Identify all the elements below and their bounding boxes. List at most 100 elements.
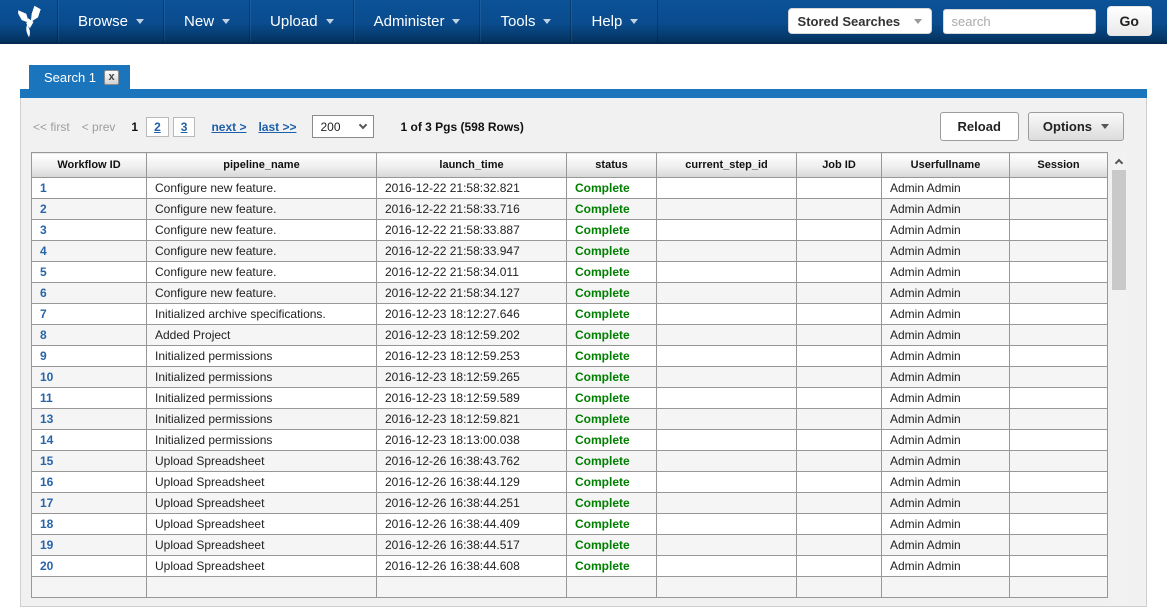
- cell-workflow_id[interactable]: 4: [31, 240, 147, 262]
- pager-page-2[interactable]: 2: [146, 116, 169, 137]
- tab-search-1[interactable]: Search 1 x: [29, 65, 131, 89]
- table-row[interactable]: 9 Initialized permissions 2016-12-23 18:12…: [31, 345, 1108, 367]
- cell-job_id: [796, 534, 882, 556]
- cell-workflow_id[interactable]: 14: [31, 429, 147, 451]
- go-button[interactable]: Go: [1106, 6, 1152, 36]
- table-row[interactable]: 10 Initialized permissions 2016-12-23 18:1…: [31, 366, 1108, 388]
- cell-workflow_id[interactable]: 9: [31, 345, 147, 367]
- cell-launch_time: 2016-12-23 18:12:59.202: [376, 324, 567, 346]
- vertical-scrollbar[interactable]: [1111, 152, 1127, 606]
- cell-pipeline_name: Configure new feature.: [146, 240, 377, 262]
- cell-workflow_id[interactable]: 10: [31, 366, 147, 388]
- cell-job_id: [796, 450, 882, 472]
- cell-userfullname: Admin Admin: [881, 282, 1010, 304]
- column-header-current_step_id[interactable]: current_step_id: [656, 152, 797, 178]
- cell-userfullname: Admin Admin: [881, 429, 1010, 451]
- cell-workflow_id[interactable]: 6: [31, 282, 147, 304]
- cell-workflow_id[interactable]: 3: [31, 219, 147, 241]
- table-row[interactable]: 1 Configure new feature. 2016-12-22 21:58:…: [31, 177, 1108, 199]
- cell-pipeline_name: Upload Spreadsheet: [146, 555, 377, 577]
- table-row[interactable]: 7 Initialized archive specifications. 2016…: [31, 303, 1108, 325]
- cell-workflow_id[interactable]: 18: [31, 513, 147, 535]
- cell-workflow_id[interactable]: 1: [31, 177, 147, 199]
- cell-status: Complete: [566, 177, 657, 199]
- cell-launch_time: 2016-12-26 16:38:44.251: [376, 492, 567, 514]
- cell-workflow_id[interactable]: 19: [31, 534, 147, 556]
- cell-job_id: [796, 324, 882, 346]
- column-header-session[interactable]: Session: [1009, 152, 1108, 178]
- table-row[interactable]: 18 Upload Spreadsheet 2016-12-26 16:38:44.…: [31, 513, 1108, 535]
- pager-last[interactable]: last >>: [258, 119, 297, 134]
- table-row[interactable]: 14 Initialized permissions 2016-12-23 18:1…: [31, 429, 1108, 451]
- table-row[interactable]: 15 Upload Spreadsheet 2016-12-26 16:38:43.…: [31, 450, 1108, 472]
- cell-current_step_id: [656, 513, 797, 535]
- cell-status: Complete: [566, 240, 657, 262]
- table-row[interactable]: 8 Added Project 2016-12-23 18:12:59.202 Com…: [31, 324, 1108, 346]
- page-size-select[interactable]: 200: [312, 115, 375, 138]
- chevron-down-icon: [222, 18, 231, 24]
- pager-page-3[interactable]: 3: [172, 116, 196, 137]
- tab-strip: Search 1 x: [20, 65, 1147, 98]
- table-row[interactable]: 19 Upload Spreadsheet 2016-12-26 16:38:44.…: [31, 534, 1108, 556]
- stored-searches-dropdown[interactable]: Stored Searches: [787, 8, 932, 34]
- cell-session: [1009, 240, 1108, 262]
- cell-status: Complete: [566, 303, 657, 325]
- cell-session: [1009, 534, 1108, 556]
- cell-workflow_id[interactable]: 7: [31, 303, 147, 325]
- table-row[interactable]: 20 Upload Spreadsheet 2016-12-26 16:38:44.…: [31, 555, 1108, 577]
- table-row[interactable]: 6 Configure new feature. 2016-12-22 21:58:…: [31, 282, 1108, 304]
- table-row[interactable]: 3 Configure new feature. 2016-12-22 21:58:…: [31, 219, 1108, 241]
- app-logo[interactable]: [0, 0, 58, 42]
- cell-current_step_id: [656, 261, 797, 283]
- scroll-up-button[interactable]: [1111, 152, 1127, 170]
- table-row[interactable]: 2 Configure new feature. 2016-12-22 21:58:…: [31, 198, 1108, 220]
- column-header-status[interactable]: status: [566, 152, 657, 178]
- column-header-pipeline_name[interactable]: pipeline_name: [146, 152, 377, 178]
- table-row[interactable]: 4 Configure new feature. 2016-12-22 21:58:…: [31, 240, 1108, 262]
- cell-pipeline_name: Initialized permissions: [146, 387, 377, 409]
- cell-job_id: [796, 261, 882, 283]
- search-input[interactable]: [942, 8, 1096, 34]
- cell-pipeline_name: Configure new feature.: [146, 219, 377, 241]
- tab-close-icon[interactable]: x: [104, 69, 120, 85]
- table-row[interactable]: 17 Upload Spreadsheet 2016-12-26 16:38:44.…: [31, 492, 1108, 514]
- cell-job_id: [796, 282, 882, 304]
- table-row[interactable]: 11 Initialized permissions 2016-12-23 18:1…: [31, 387, 1108, 409]
- nav-menu-upload[interactable]: Upload: [250, 0, 354, 42]
- column-header-launch_time[interactable]: launch_time: [376, 152, 567, 178]
- cell-workflow_id[interactable]: 16: [31, 471, 147, 493]
- table-row[interactable]: 16 Upload Spreadsheet 2016-12-26 16:38:44.…: [31, 471, 1108, 493]
- cell-current_step_id: [656, 576, 797, 598]
- nav-menu-tools[interactable]: Tools: [480, 0, 572, 42]
- cell-job_id: [796, 492, 882, 514]
- top-navbar: Browse New Upload Administer Tools Help Store…: [0, 0, 1167, 44]
- cell-workflow_id[interactable]: 8: [31, 324, 147, 346]
- pager-next[interactable]: next >: [211, 119, 247, 134]
- reload-button[interactable]: Reload: [939, 112, 1019, 141]
- cell-workflow_id[interactable]: 5: [31, 261, 147, 283]
- nav-menu-label: Administer: [373, 12, 445, 30]
- cell-pipeline_name: Upload Spreadsheet: [146, 534, 377, 556]
- nav-menu-browse[interactable]: Browse: [58, 0, 165, 42]
- cell-workflow_id[interactable]: 13: [31, 408, 147, 430]
- chevron-up-icon: [1114, 158, 1124, 168]
- column-header-job-id[interactable]: Job ID: [796, 152, 882, 178]
- cell-workflow_id[interactable]: [31, 576, 147, 598]
- column-header-userfullname[interactable]: Userfullname: [881, 152, 1010, 178]
- table-row[interactable]: 5 Configure new feature. 2016-12-22 21:58:…: [31, 261, 1108, 283]
- cell-workflow_id[interactable]: 20: [31, 555, 147, 577]
- nav-menu-administer[interactable]: Administer: [353, 0, 481, 42]
- pager-first: << first: [33, 119, 70, 134]
- options-button[interactable]: Options: [1027, 112, 1124, 141]
- column-header-workflow-id[interactable]: Workflow ID: [31, 152, 147, 178]
- cell-workflow_id[interactable]: 2: [31, 198, 147, 220]
- table-row[interactable]: [31, 576, 1108, 598]
- nav-menu-new[interactable]: New: [164, 0, 251, 42]
- cell-workflow_id[interactable]: 15: [31, 450, 147, 472]
- nav-menu-help[interactable]: Help: [571, 0, 659, 42]
- cell-workflow_id[interactable]: 11: [31, 387, 147, 409]
- table-row[interactable]: 13 Initialized permissions 2016-12-23 18:1…: [31, 408, 1108, 430]
- scrollbar-thumb[interactable]: [1112, 170, 1126, 290]
- cell-workflow_id[interactable]: 17: [31, 492, 147, 514]
- cell-current_step_id: [656, 345, 797, 367]
